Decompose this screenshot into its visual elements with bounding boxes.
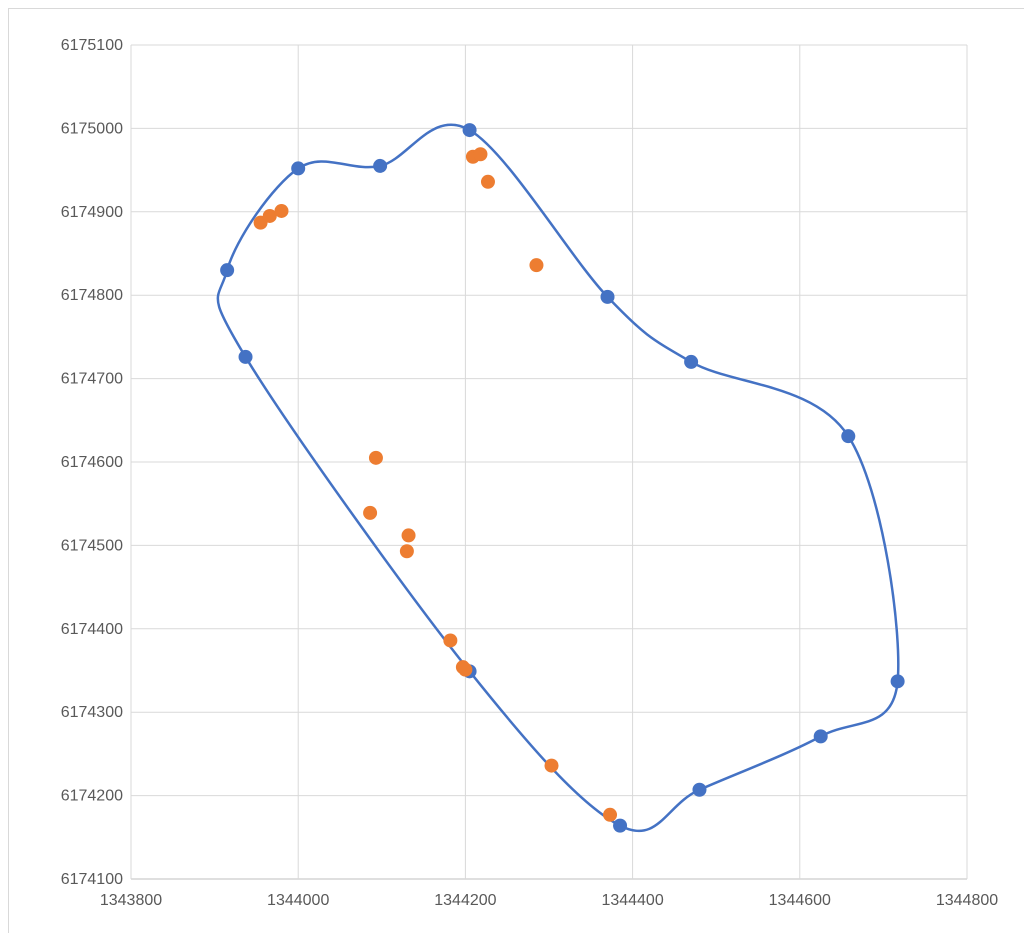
- y-tick-label: 6174800: [61, 287, 123, 304]
- x-tick-label: 1344600: [769, 892, 831, 909]
- y-tick-label: 6174300: [61, 704, 123, 721]
- boundary-point: [373, 158, 388, 173]
- tick-labels: 6174100 6174200 6174300 6174400 6174500 61746…: [61, 37, 999, 909]
- y-tick-label: 6174700: [61, 371, 123, 388]
- x-tick-label: 1344400: [601, 892, 663, 909]
- scatter-chart: 6174100 6174200 6174300 6174400 6174500 61746…: [61, 37, 999, 909]
- y-tick-label: 6174900: [61, 204, 123, 221]
- boundary-point: [600, 289, 615, 304]
- sample-point: [399, 544, 414, 559]
- boundary-point: [684, 354, 699, 369]
- boundary-point: [613, 818, 628, 833]
- sample-point: [443, 633, 458, 648]
- sample-point: [274, 203, 289, 218]
- y-tick-label: 6174400: [61, 621, 123, 638]
- boundary-point: [238, 349, 253, 364]
- x-tick-label: 1343800: [100, 892, 162, 909]
- boundary-point: [841, 429, 856, 444]
- sample-point: [401, 528, 416, 543]
- x-tick-label: 1344200: [434, 892, 496, 909]
- sample-point: [262, 208, 277, 223]
- sample-point: [473, 147, 488, 162]
- boundary-point: [220, 263, 235, 278]
- series: [216, 123, 905, 833]
- boundary-point: [890, 674, 905, 689]
- boundary-point: [291, 161, 306, 176]
- boundary-point: [813, 729, 828, 744]
- boundary-line: [216, 123, 900, 833]
- sample-point: [363, 505, 378, 520]
- y-tick-label: 6175000: [61, 120, 123, 137]
- chart-area: 6174100 6174200 6174300 6174400 6174500 61746…: [8, 8, 1024, 933]
- y-tick-label: 6174100: [61, 871, 123, 888]
- y-tick-label: 6175100: [61, 37, 123, 54]
- sample-point: [458, 662, 473, 677]
- boundary-point: [462, 123, 477, 138]
- sample-point: [603, 807, 618, 822]
- x-tick-label: 1344000: [267, 892, 329, 909]
- y-tick-label: 6174600: [61, 454, 123, 471]
- boundary-point: [692, 782, 707, 797]
- sample-point: [480, 174, 495, 189]
- sample-point: [529, 258, 544, 273]
- gridlines: [130, 44, 968, 880]
- sample-point: [368, 450, 383, 465]
- x-tick-label: 1344800: [936, 892, 998, 909]
- y-tick-label: 6174200: [61, 788, 123, 805]
- y-tick-label: 6174500: [61, 537, 123, 554]
- sample-point: [544, 758, 559, 773]
